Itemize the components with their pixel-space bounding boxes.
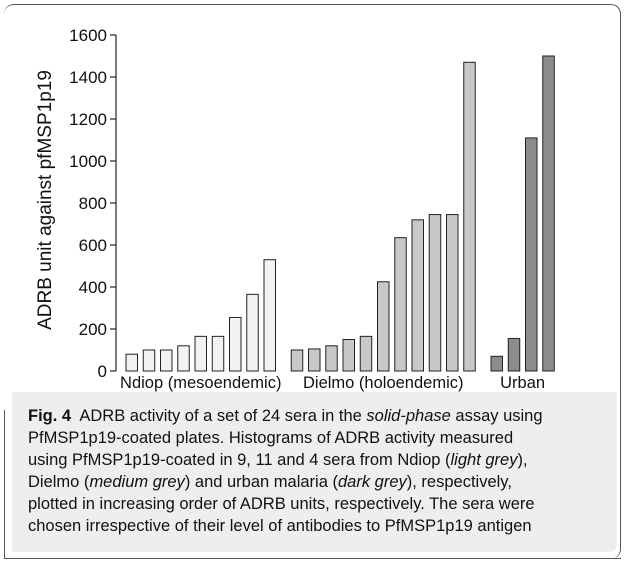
figure-caption: Fig. 4 ADRB activity of a set of 24 sera… bbox=[28, 405, 618, 537]
bar-2-11 bbox=[464, 62, 476, 371]
bar-1-5 bbox=[195, 336, 207, 371]
caption-line-4: Dielmo (medium grey) and urban malaria (… bbox=[28, 471, 618, 493]
caption-line-1: Fig. 4 ADRB activity of a set of 24 sera… bbox=[28, 405, 618, 427]
caption-emphasis: medium grey bbox=[89, 473, 184, 491]
caption-text: ADRB activity of a set of 24 sera in the bbox=[79, 407, 366, 425]
bar-3-1 bbox=[491, 356, 503, 371]
group-label-3: Urban bbox=[500, 374, 545, 392]
bar-2-4 bbox=[343, 340, 355, 372]
bar-chart: 0 200 400 600 800 1000 1200 1400 1600 Ndiop (mes… bbox=[0, 0, 627, 392]
bar-3-2 bbox=[508, 338, 520, 371]
y-tick-label: 800 bbox=[79, 194, 107, 213]
y-tick-label: 1000 bbox=[69, 152, 107, 171]
group-label-1: Ndiop (mesoendemic) bbox=[120, 374, 281, 392]
bar-2-9 bbox=[429, 215, 441, 371]
frame-left-edge bbox=[4, 410, 5, 559]
caption-line-2: PfMSP1p19-coated plates. Histograms of A… bbox=[28, 427, 618, 449]
bar-2-3 bbox=[326, 346, 338, 371]
bar-1-1 bbox=[126, 354, 138, 371]
y-tick-label: 1600 bbox=[69, 26, 107, 45]
frame-bottom-edge bbox=[4, 558, 621, 559]
caption-text: ), respectively, bbox=[407, 473, 512, 491]
bar-1-2 bbox=[143, 350, 155, 371]
bar-1-4 bbox=[178, 346, 190, 371]
y-axis-label: ADRB unit against pfMSP1p19 bbox=[35, 70, 56, 330]
y-tick-label: 200 bbox=[79, 320, 107, 339]
bar-2-6 bbox=[378, 282, 390, 371]
bar-2-8 bbox=[412, 220, 424, 371]
bar-2-5 bbox=[360, 336, 372, 371]
bar-2-7 bbox=[395, 238, 407, 371]
caption-line-3: using PfMSP1p19-coated in 9, 11 and 4 se… bbox=[28, 449, 618, 471]
y-tick-label: 1400 bbox=[69, 68, 107, 87]
caption-text: ) and urban malaria ( bbox=[185, 473, 338, 491]
bar-3-4 bbox=[543, 56, 555, 371]
y-tick-label: 600 bbox=[79, 236, 107, 255]
y-tick-label: 0 bbox=[98, 362, 107, 381]
y-axis: 0 200 400 600 800 1000 1200 1400 1600 bbox=[69, 26, 116, 381]
caption-emphasis: dark grey bbox=[338, 473, 407, 491]
caption-emphasis: solid-phase bbox=[366, 407, 450, 425]
caption-text: Dielmo ( bbox=[28, 473, 89, 491]
figure-label: Fig. 4 bbox=[28, 407, 71, 425]
bar-2-1 bbox=[291, 350, 303, 371]
bar-2-2 bbox=[309, 349, 321, 371]
bars bbox=[126, 56, 554, 371]
bar-3-3 bbox=[526, 138, 538, 371]
bar-1-8 bbox=[247, 294, 259, 371]
caption-text: using PfMSP1p19-coated in 9, 11 and 4 se… bbox=[28, 451, 451, 469]
bar-1-9 bbox=[264, 260, 276, 371]
group-label-2: Dielmo (holoendemic) bbox=[303, 374, 463, 392]
group-labels: Ndiop (mesoendemic) Dielmo (holoendemic) U… bbox=[120, 374, 545, 392]
caption-text: ), bbox=[517, 451, 527, 469]
caption-line-6: chosen irrespective of their level of an… bbox=[28, 515, 618, 537]
caption-text: assay using bbox=[451, 407, 543, 425]
y-tick-label: 1200 bbox=[69, 110, 107, 129]
bar-1-3 bbox=[161, 350, 173, 371]
caption-line-5: plotted in increasing order of ADRB unit… bbox=[28, 493, 618, 515]
y-tick-label: 400 bbox=[79, 278, 107, 297]
bar-1-7 bbox=[230, 317, 242, 371]
caption-emphasis: light grey bbox=[451, 451, 518, 469]
bar-1-6 bbox=[212, 336, 224, 371]
bar-2-10 bbox=[447, 215, 459, 371]
